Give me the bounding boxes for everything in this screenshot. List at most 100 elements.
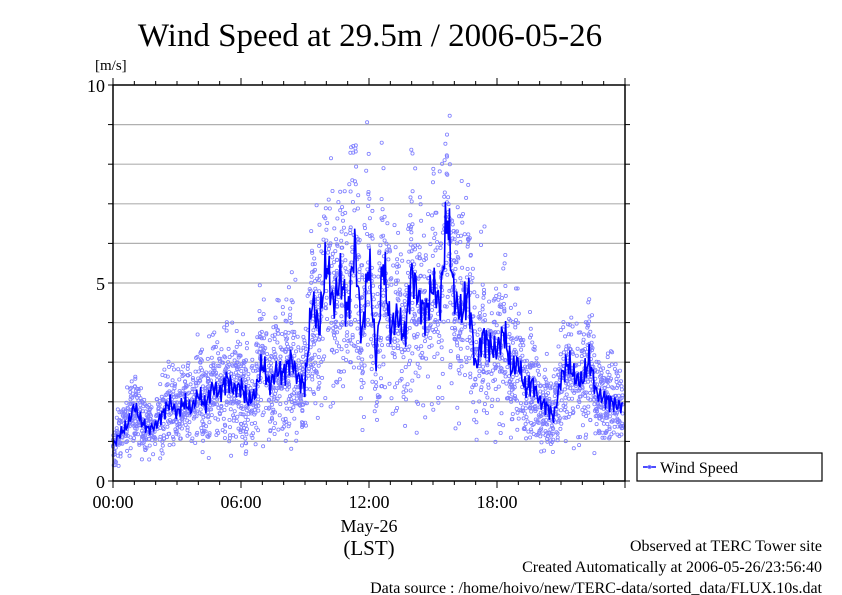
scatter-point xyxy=(311,391,316,396)
scatter-point xyxy=(415,255,420,260)
scatter-point xyxy=(356,355,361,360)
scatter-point xyxy=(425,212,430,217)
scatter-point xyxy=(165,374,170,379)
scatter-point xyxy=(260,349,265,354)
scatter-point xyxy=(154,397,159,402)
scatter-point xyxy=(290,329,295,334)
y-axis-unit: [m/s] xyxy=(95,58,127,74)
scatter-point xyxy=(295,391,300,396)
scatter-point xyxy=(438,245,443,250)
scatter-point xyxy=(448,362,453,367)
scatter-point xyxy=(256,403,261,408)
scatter-point xyxy=(244,404,249,409)
scatter-point xyxy=(413,243,418,248)
scatter-point xyxy=(236,373,241,378)
scatter-point xyxy=(520,353,525,358)
scatter-point xyxy=(251,368,256,373)
scatter-point xyxy=(171,367,176,372)
scatter-point xyxy=(328,241,333,246)
scatter-point xyxy=(605,355,610,360)
scatter-point xyxy=(285,347,290,352)
scatter-point xyxy=(444,260,449,265)
scatter-point xyxy=(547,384,552,389)
scatter-point xyxy=(330,251,335,256)
scatter-point xyxy=(481,295,486,300)
scatter-point xyxy=(607,435,612,440)
scatter-point xyxy=(504,381,509,386)
scatter-point xyxy=(256,428,261,433)
scatter-point xyxy=(117,417,122,422)
scatter-point xyxy=(330,188,335,193)
scatter-point xyxy=(613,362,618,367)
scatter-point xyxy=(334,319,339,324)
scatter-point xyxy=(265,368,270,373)
scatter-point xyxy=(310,356,315,361)
scatter-point xyxy=(516,416,521,421)
scatter-point xyxy=(583,393,588,398)
scatter-point xyxy=(194,355,199,360)
scatter-point xyxy=(473,376,478,381)
scatter-point xyxy=(410,151,415,156)
scatter-point xyxy=(492,362,497,367)
scatter-point xyxy=(549,423,554,428)
scatter-point xyxy=(554,430,559,435)
scatter-point xyxy=(570,324,575,329)
scatter-point xyxy=(559,398,564,403)
scatter-point xyxy=(467,356,472,361)
scatter-point xyxy=(360,275,365,280)
scatter-point xyxy=(379,197,384,202)
scatter-point xyxy=(474,420,479,425)
scatter-point xyxy=(161,397,166,402)
scatter-point xyxy=(332,226,337,231)
scatter-point xyxy=(116,463,121,468)
scatter-point xyxy=(570,406,575,411)
scatter-point xyxy=(457,371,462,376)
scatter-point xyxy=(325,221,330,226)
scatter-point xyxy=(144,446,149,451)
scatter-point xyxy=(463,324,468,329)
scatter-point xyxy=(199,425,204,430)
scatter-point xyxy=(602,435,607,440)
scatter-point xyxy=(418,274,423,279)
scatter-point xyxy=(171,389,176,394)
scatter-point xyxy=(432,354,437,359)
scatter-point xyxy=(447,113,452,118)
scatter-point xyxy=(594,407,599,412)
scatter-point xyxy=(553,385,558,390)
scatter-point xyxy=(454,337,459,342)
scatter-point xyxy=(254,425,259,430)
scatter-point xyxy=(125,385,130,390)
scatter-point xyxy=(296,358,301,363)
scatter-point xyxy=(132,431,137,436)
scatter-point xyxy=(289,408,294,413)
scatter-point xyxy=(379,343,384,348)
scatter-point xyxy=(396,264,401,269)
scatter-point xyxy=(449,288,454,293)
scatter-point xyxy=(595,401,600,406)
scatter-point xyxy=(448,349,453,354)
scatter-point xyxy=(431,407,436,412)
scatter-point xyxy=(115,428,120,433)
scatter-point xyxy=(348,189,353,194)
scatter-point xyxy=(377,251,382,256)
scatter-point xyxy=(171,419,176,424)
scatter-point xyxy=(425,374,430,379)
scatter-point xyxy=(524,436,529,441)
scatter-point xyxy=(177,377,182,382)
scatter-point xyxy=(356,193,361,198)
scatter-point xyxy=(446,202,451,207)
scatter-point xyxy=(601,366,606,371)
scatter-point xyxy=(453,260,458,265)
scatter-point xyxy=(503,252,508,257)
scatter-point xyxy=(309,374,314,379)
scatter-point xyxy=(244,340,249,345)
scatter-point xyxy=(571,411,576,416)
scatter-point xyxy=(467,338,472,343)
scatter-point xyxy=(138,386,143,391)
scatter-point xyxy=(307,366,312,371)
scatter-point xyxy=(193,440,198,445)
scatter-point xyxy=(359,361,364,366)
scatter-point xyxy=(589,340,594,345)
scatter-point xyxy=(354,164,359,169)
scatter-point xyxy=(265,352,270,357)
